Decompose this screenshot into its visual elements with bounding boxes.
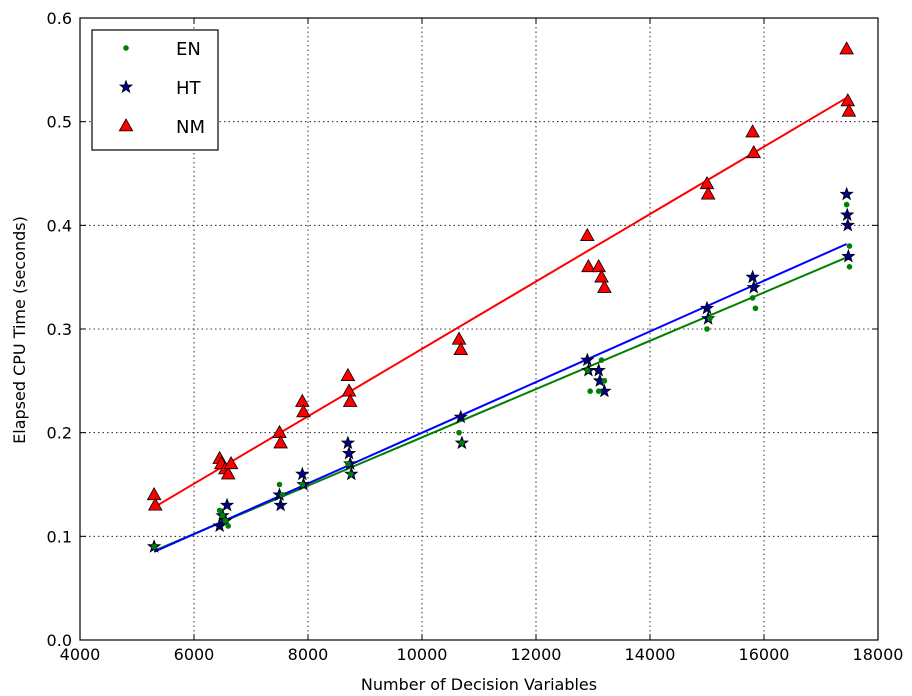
- legend-box: [91, 29, 219, 151]
- point-en: [601, 378, 608, 384]
- fit-lines: [153, 96, 848, 553]
- point-ht: [453, 409, 468, 424]
- point-nm: [147, 497, 163, 511]
- point-en: [222, 517, 229, 524]
- point-nm: [700, 186, 716, 200]
- fit-line-en: [153, 256, 848, 552]
- point-ht: [746, 280, 761, 294]
- point-nm: [223, 455, 239, 470]
- point-en: [225, 523, 231, 529]
- point-nm: [342, 393, 358, 407]
- point-ht: [839, 186, 854, 201]
- legend-label-nm: NM: [176, 117, 205, 138]
- point-nm: [340, 367, 356, 381]
- point-ht: [340, 435, 356, 450]
- point-nm: [597, 279, 612, 293]
- x-tick-label: 16000: [739, 645, 790, 664]
- y-tick-label: 0.5: [47, 113, 72, 132]
- fit-line-nm: [153, 96, 848, 509]
- point-en: [584, 367, 591, 374]
- grid: [80, 18, 878, 640]
- point-en: [587, 388, 593, 395]
- x-tick-label: 14000: [625, 645, 676, 664]
- point-en: [595, 388, 602, 395]
- point-ht: [341, 445, 357, 460]
- point-nm: [146, 487, 162, 501]
- legend-label-ht: HT: [176, 78, 202, 99]
- point-nm: [296, 404, 311, 418]
- x-tick-label: 12000: [511, 645, 562, 664]
- point-en: [846, 264, 853, 270]
- point-nm: [272, 424, 287, 438]
- legend-label-en: EN: [176, 39, 201, 60]
- point-ht: [219, 497, 235, 512]
- point-en: [151, 543, 157, 550]
- point-nm: [594, 269, 609, 283]
- point-en: [704, 326, 710, 332]
- y-tick-label: 0.4: [47, 216, 72, 235]
- y-axis-label: Elapsed CPU Time (seconds): [10, 216, 29, 444]
- point-en: [459, 440, 465, 446]
- y-tick-label: 0.1: [47, 527, 72, 546]
- point-en: [276, 481, 283, 488]
- point-nm: [591, 258, 607, 273]
- x-tick-label: 4000: [60, 645, 101, 664]
- point-nm: [581, 258, 596, 273]
- point-nm: [273, 435, 288, 449]
- point-en: [749, 295, 756, 301]
- legend-marker-nm: [118, 118, 134, 132]
- point-en: [219, 512, 226, 519]
- point-nm: [839, 41, 854, 55]
- point-ht: [841, 248, 856, 263]
- point-en: [216, 507, 223, 514]
- data-points: [146, 41, 857, 553]
- y-tick-label: 0.0: [47, 631, 72, 650]
- legend-marker-en: [123, 45, 129, 51]
- point-nm: [745, 124, 760, 138]
- fit-line-ht: [153, 243, 848, 553]
- point-en: [345, 460, 351, 467]
- point-nm: [451, 331, 467, 345]
- x-axis-label: Number of Decision Variables: [361, 675, 597, 694]
- point-ht: [273, 497, 288, 512]
- x-tick-label: 6000: [174, 645, 215, 664]
- point-ht: [580, 352, 595, 367]
- point-ht: [699, 300, 715, 315]
- point-ht: [840, 207, 855, 222]
- point-ht: [591, 362, 606, 377]
- point-en: [279, 492, 286, 498]
- x-tick-label: 18000: [853, 645, 904, 664]
- point-en: [846, 243, 853, 249]
- x-tick-label: 10000: [397, 645, 448, 664]
- point-nm: [746, 144, 762, 159]
- point-en: [598, 357, 605, 363]
- y-tick-label: 0.2: [47, 424, 72, 443]
- point-en: [707, 315, 713, 322]
- legend: EN HT NM: [91, 29, 219, 151]
- legend-marker-ht: [118, 79, 134, 94]
- point-en: [843, 201, 850, 208]
- point-nm: [220, 466, 236, 480]
- axis-ticks: 4000 6000 8000 10000 12000 14000 16000 18000 0.0…: [47, 9, 904, 664]
- point-en: [752, 305, 759, 312]
- point-nm: [294, 393, 310, 407]
- point-en: [299, 481, 306, 488]
- point-ht: [745, 269, 760, 284]
- point-en: [347, 471, 354, 477]
- point-nm: [841, 103, 857, 117]
- x-tick-label: 8000: [288, 645, 329, 664]
- point-ht: [295, 466, 310, 481]
- y-tick-label: 0.6: [47, 9, 72, 28]
- point-ht: [840, 217, 855, 232]
- point-en: [456, 429, 462, 436]
- point-nm: [453, 341, 469, 356]
- y-tick-label: 0.3: [47, 320, 72, 339]
- point-nm: [579, 227, 595, 241]
